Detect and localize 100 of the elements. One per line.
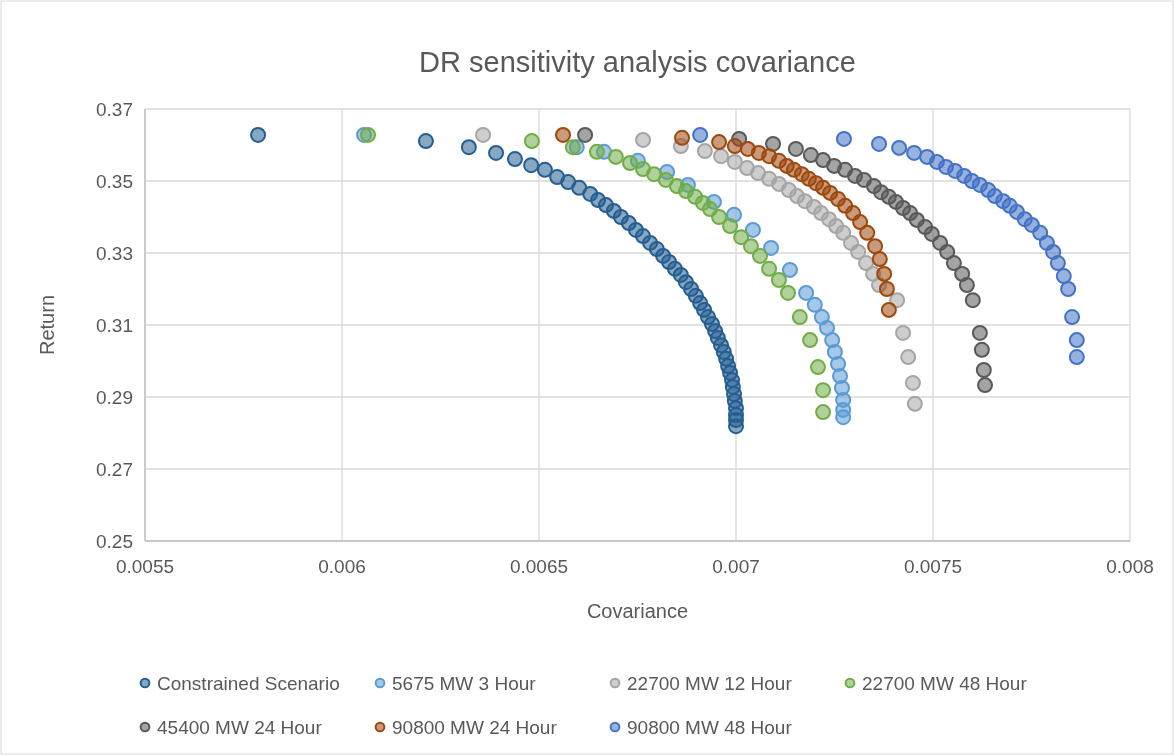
point — [977, 377, 994, 394]
point — [523, 133, 540, 150]
point — [876, 265, 893, 282]
point — [780, 284, 797, 301]
point — [1049, 255, 1066, 272]
point — [809, 359, 826, 376]
point — [646, 166, 663, 183]
y-tick-label: 0.29 — [96, 386, 133, 408]
point — [787, 140, 804, 157]
point — [815, 404, 832, 421]
point — [878, 281, 895, 297]
point — [722, 218, 739, 234]
point — [726, 153, 743, 170]
point — [781, 261, 798, 278]
point — [906, 395, 923, 412]
point — [791, 309, 808, 326]
point — [964, 292, 981, 309]
point — [830, 355, 847, 372]
point — [871, 135, 888, 152]
x-tick-label: 0.006 — [318, 556, 366, 577]
point — [728, 418, 744, 435]
point — [859, 224, 876, 241]
legend-label: 90800 MW 24 Hour — [392, 716, 558, 738]
point — [555, 126, 572, 143]
point — [835, 130, 852, 147]
point — [588, 143, 605, 160]
point — [815, 382, 832, 399]
legend-label: Constrained Scenario — [157, 672, 340, 694]
x-tick-label: 0.007 — [712, 556, 760, 577]
point — [835, 224, 852, 241]
point — [971, 324, 988, 341]
point — [770, 272, 787, 288]
point — [742, 238, 759, 255]
point — [761, 260, 778, 277]
point — [975, 362, 992, 378]
point — [1068, 332, 1085, 349]
point — [733, 229, 750, 246]
chart-title: DR sensitivity analysis covariance — [419, 46, 856, 78]
point — [744, 221, 761, 238]
x-tick-label: 0.0055 — [115, 556, 175, 577]
legend-label: 22700 MW 48 Hour — [862, 672, 1028, 694]
point — [1055, 268, 1072, 285]
point — [891, 139, 908, 156]
point — [711, 209, 728, 225]
point — [867, 238, 884, 255]
point — [1068, 349, 1085, 366]
point — [726, 138, 743, 155]
x-tick-label: 0.0065 — [509, 556, 569, 577]
point — [360, 126, 376, 143]
point — [635, 131, 652, 148]
point — [802, 332, 819, 349]
point — [763, 239, 780, 256]
point — [973, 341, 990, 358]
point — [939, 243, 956, 260]
point — [958, 277, 975, 294]
legend-label: 5675 MW 3 Hour — [392, 672, 537, 694]
x-tick-label: 0.0075 — [903, 556, 963, 577]
point — [506, 151, 523, 168]
point — [607, 148, 624, 165]
point — [713, 148, 730, 165]
point — [900, 349, 917, 366]
point — [798, 284, 815, 301]
point — [475, 126, 492, 143]
point — [835, 409, 852, 426]
y-tick-label: 0.35 — [96, 170, 133, 192]
point — [696, 143, 713, 160]
point — [577, 126, 594, 143]
point — [904, 374, 921, 391]
point — [417, 133, 434, 150]
legend-label: 22700 MW 12 Hour — [627, 672, 793, 694]
x-tick-label: 0.008 — [1106, 556, 1154, 577]
x-axis-title: Covariance — [586, 600, 689, 622]
point — [488, 144, 505, 161]
point — [819, 319, 836, 336]
point — [692, 126, 709, 143]
y-tick-label: 0.37 — [96, 98, 133, 120]
point — [1064, 309, 1081, 326]
y-tick-label: 0.27 — [96, 458, 133, 480]
point — [871, 251, 888, 268]
point — [752, 247, 769, 264]
point — [889, 292, 906, 309]
point — [711, 134, 728, 151]
point — [564, 139, 581, 156]
point — [250, 126, 267, 143]
point — [657, 171, 674, 188]
point — [850, 243, 867, 260]
point — [802, 147, 819, 164]
point — [460, 139, 477, 156]
point — [536, 161, 553, 178]
point — [906, 144, 923, 161]
legend-label: 90800 MW 48 Hour — [627, 716, 793, 738]
point — [895, 324, 912, 341]
point — [523, 157, 540, 174]
point — [622, 155, 639, 171]
y-tick-label: 0.33 — [96, 242, 133, 264]
point — [806, 296, 823, 313]
y-tick-label: 0.25 — [96, 530, 133, 552]
point — [945, 255, 962, 272]
legend-label: 45400 MW 24 Hour — [157, 716, 323, 738]
y-tick-label: 0.31 — [96, 314, 133, 336]
